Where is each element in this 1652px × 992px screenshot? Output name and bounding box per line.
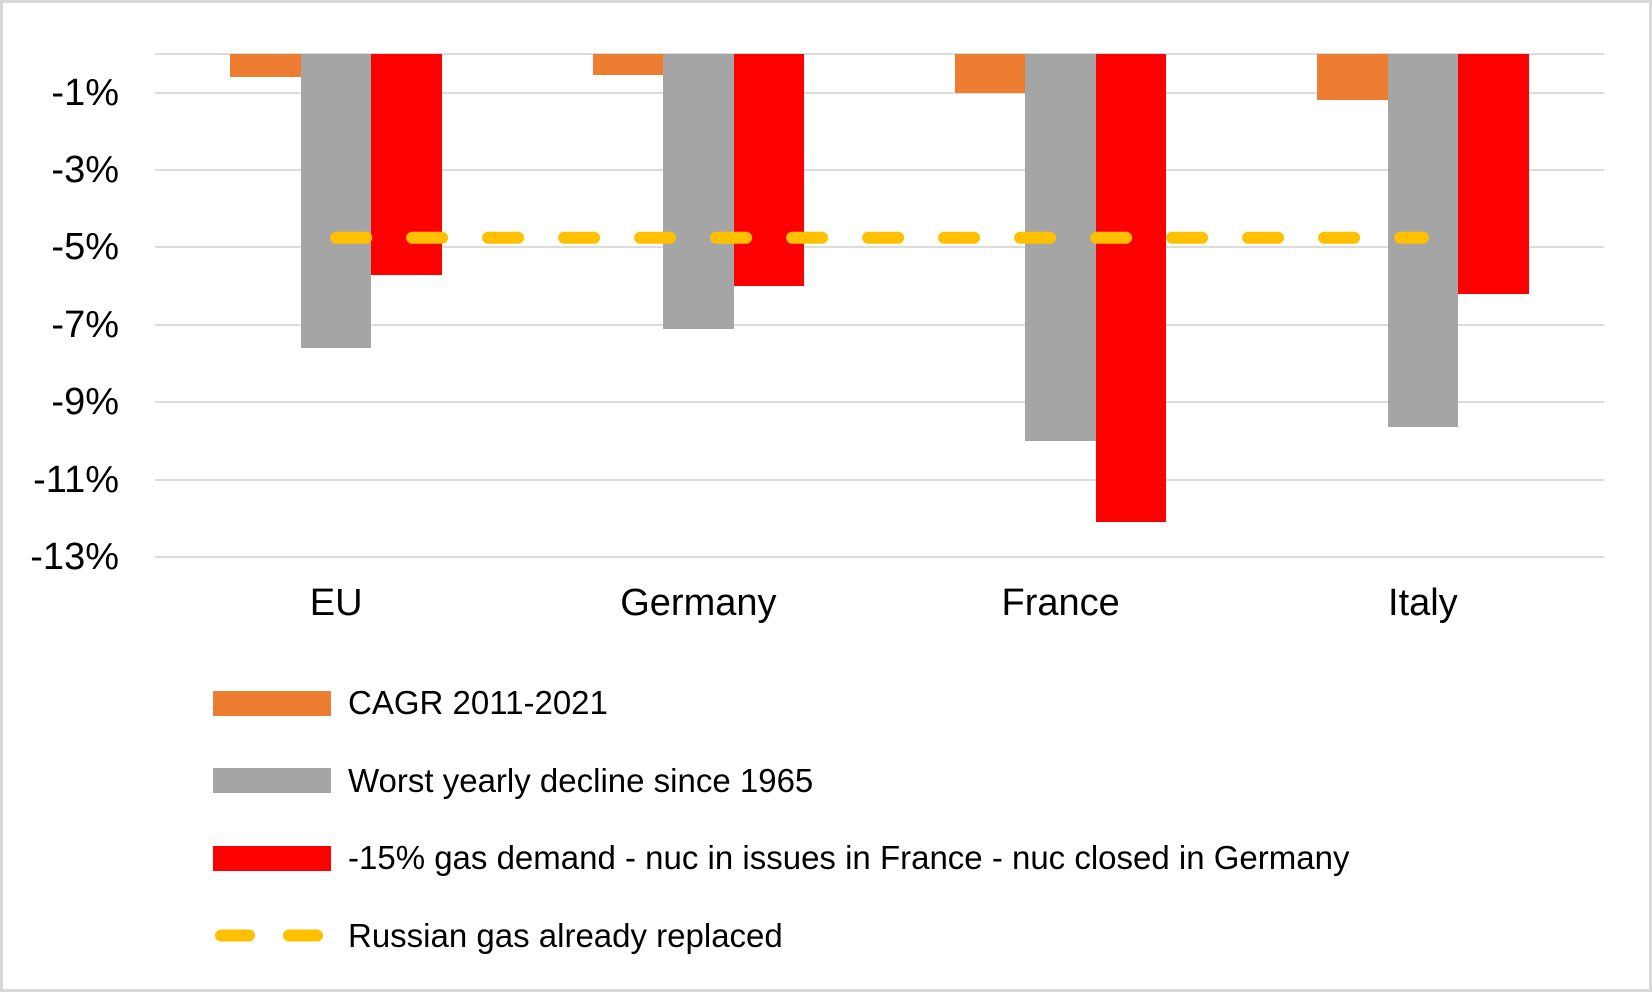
gridline-5pct bbox=[155, 246, 1604, 249]
x-category-label-france: France bbox=[1001, 582, 1120, 624]
gridline-11pct bbox=[155, 478, 1604, 481]
x-axis-line bbox=[155, 53, 1604, 55]
y-tick-label-1: -1% bbox=[51, 71, 119, 114]
x-category-label-eu: EU bbox=[309, 582, 363, 624]
y-tick-label-9: -9% bbox=[51, 381, 119, 424]
legend-item-15-gas-demand-nuc-in-issues-in-france-nu: -15% gas demand - nuc in issues in Franc… bbox=[213, 840, 1349, 876]
bar-france-15-gas-demand-nuc-in-issues-in-france-nu bbox=[1095, 54, 1167, 523]
legend-label: Russian gas already replaced bbox=[348, 916, 783, 954]
bar-eu-cagr-2011-2021 bbox=[230, 54, 301, 78]
y-tick-label-3: -3% bbox=[51, 149, 119, 192]
legend-item-russian-gas-already-replaced: Russian gas already replaced bbox=[213, 916, 783, 954]
bar-eu-15-gas-demand-nuc-in-issues-in-france-nu bbox=[371, 54, 442, 275]
gridline-7pct bbox=[155, 323, 1604, 326]
bar-germany-cagr-2011-2021 bbox=[592, 54, 664, 76]
x-category-label-germany: Germany bbox=[620, 582, 777, 624]
y-tick-label-11: -11% bbox=[33, 458, 119, 501]
gridline-3pct bbox=[155, 169, 1604, 172]
gridline-1pct bbox=[155, 91, 1604, 94]
legend-dashed-line-icon bbox=[215, 929, 329, 942]
bar-germany-worst-yearly-decline-since-1965 bbox=[663, 54, 734, 329]
legend-item-worst-yearly-decline-since-1965: Worst yearly decline since 1965 bbox=[213, 761, 814, 799]
bar-germany-15-gas-demand-nuc-in-issues-in-france-nu bbox=[733, 54, 805, 287]
gridline-13pct bbox=[155, 556, 1604, 558]
y-tick-label-5: -5% bbox=[51, 226, 119, 269]
bar-italy-15-gas-demand-nuc-in-issues-in-france-nu bbox=[1458, 54, 1529, 294]
bar-france-cagr-2011-2021 bbox=[954, 54, 1026, 93]
legend-item-cagr-2011-2021: CAGR 2011-2021 bbox=[213, 685, 608, 721]
gridline-9pct bbox=[155, 401, 1604, 404]
y-tick-label-7: -7% bbox=[51, 303, 119, 346]
y-tick-label-13: -13% bbox=[30, 536, 119, 578]
plot-area bbox=[155, 53, 1604, 558]
legend-label: Worst yearly decline since 1965 bbox=[348, 761, 814, 799]
bar-eu-worst-yearly-decline-since-1965 bbox=[300, 54, 372, 349]
bar-italy-worst-yearly-decline-since-1965 bbox=[1387, 54, 1459, 428]
legend-label: -15% gas demand - nuc in issues in Franc… bbox=[348, 839, 1350, 876]
legend-label: CAGR 2011-2021 bbox=[348, 684, 608, 721]
legend-swatch-icon bbox=[213, 845, 331, 871]
legend-swatch-icon bbox=[213, 768, 331, 793]
bar-italy-cagr-2011-2021 bbox=[1317, 54, 1388, 101]
legend-swatch-icon bbox=[213, 690, 331, 716]
bar-france-worst-yearly-decline-since-1965 bbox=[1025, 54, 1096, 441]
x-category-label-italy: Italy bbox=[1388, 582, 1458, 624]
